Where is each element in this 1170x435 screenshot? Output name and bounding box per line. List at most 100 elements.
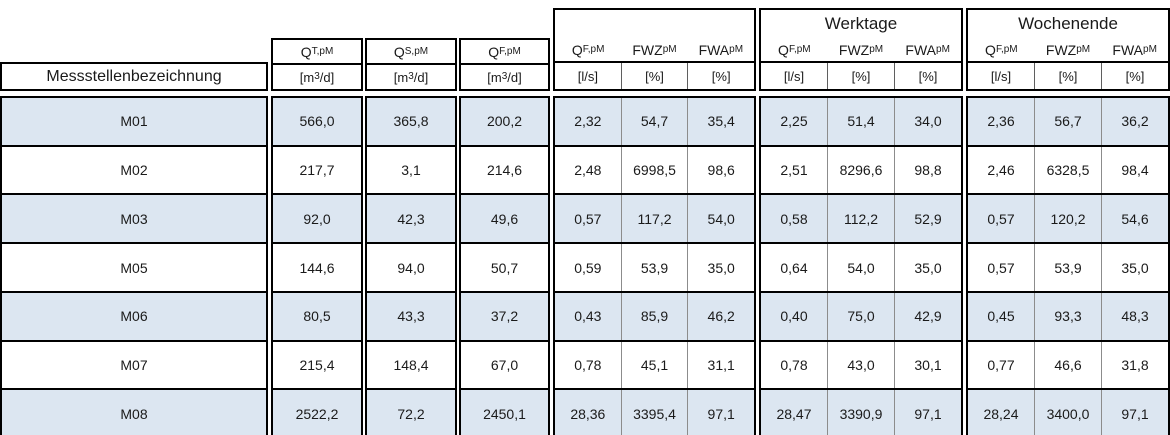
column-unit: [l/s] [577,68,598,84]
data-cell: 54,7 [620,98,688,145]
group-title: Wochenende [1018,14,1118,33]
row-label-column-header: Messstellenbezeichnung [0,62,268,91]
data-cell: 200,2 [486,113,523,130]
table-row: 0,78 43,0 30,1 [761,339,961,389]
table-row: 2,46 6328,5 98,4 [968,144,1168,194]
table-row: 144,6 [273,242,361,291]
data-cell: 217,7 [299,162,335,179]
data-cell: 0,59 [574,259,602,276]
group-column-units: [l/s] [%] [%] [761,63,961,89]
table-row: 3,1 [367,144,455,194]
column-unit: [%] [827,63,894,89]
table-row: 0,45 93,3 48,3 [968,290,1168,340]
column-name: Q F,pM [461,40,548,65]
data-cell: 31,1 [687,341,754,389]
data-cell: 46,2 [687,292,754,340]
data-cell: 2,32 [574,113,602,130]
group-column-names: Q F,pM FWZ pM FWA pM [555,38,754,63]
data-cell: 0,40 [780,308,808,325]
data-cell: 43,0 [827,341,894,389]
table-row: 42,3 [367,193,455,243]
table-row: 28,36 3395,4 97,1 [555,388,754,435]
data-cell: 98,4 [1101,146,1168,194]
data-group-werktage: 2,25 51,4 34,0 2,51 8296,6 98,8 0,58 112… [759,96,963,435]
row-label: M02 [120,162,148,179]
column-unit: [m 3/d] [299,69,335,85]
data-cell: 0,43 [574,308,602,325]
data-cell: 2,36 [987,113,1015,130]
data-cell: 54,6 [1101,195,1168,243]
data-cell: 0,78 [574,356,602,373]
data-cell: 34,0 [894,98,961,145]
table-row: 2,36 56,7 36,2 [968,98,1168,145]
data-cell: 0,57 [987,259,1015,276]
group-column-units: [l/s] [%] [%] [555,63,754,89]
row-label: M01 [120,113,148,130]
data-cell: 43,3 [397,308,425,325]
data-cell: 80,5 [303,308,331,325]
data-cell: 3,1 [401,162,421,179]
column-unit: [%] [687,63,754,89]
table-row: 0,58 112,2 52,9 [761,193,961,243]
data-cell: 566,0 [299,113,335,130]
column-name: FWZ pM [838,41,884,58]
data-cell: 42,9 [894,292,961,340]
table-row: 0,43 85,9 46,2 [555,290,754,340]
column-unit: [m 3/d] [487,69,522,85]
column-unit: [l/s] [783,68,805,84]
data-cell: 93,3 [1034,292,1101,340]
table-row: 72,2 [367,388,455,435]
data-cell: 112,2 [827,195,894,243]
data-cell: 52,9 [894,195,961,243]
table-row: M01 [2,98,266,145]
column-name: Q S,pM [367,40,455,65]
data-cell: 50,7 [490,259,519,276]
data-cell: 35,0 [894,244,961,291]
data-cell: 49,6 [490,210,519,227]
table-row: 49,6 [461,193,548,243]
group-title [555,10,754,38]
data-cell: 2450,1 [483,405,526,422]
table-row: 92,0 [273,193,361,243]
data-cell: 0,78 [780,356,808,373]
data-cell: 3395,4 [620,390,688,435]
data-cell: 98,8 [894,146,961,194]
group-title: Werktage [824,14,898,33]
row-label: M06 [120,308,148,325]
table-row: 28,24 3400,0 97,1 [968,388,1168,435]
data-cell: 148,4 [393,356,429,373]
table-row: 200,2 [461,98,548,145]
data-cell: 2,46 [987,162,1015,179]
column-group-werktage: Werktage Q F,pM FWZ pM FWA pM [l/s] [%] [%] [759,8,963,91]
column-unit: [%] [620,63,688,89]
table-row: 0,57 120,2 54,6 [968,193,1168,243]
column-name: FWA pM [1112,41,1157,58]
data-cell: 0,57 [574,210,602,227]
data-cell: 35,0 [1101,244,1168,291]
table-row: 0,40 75,0 42,9 [761,290,961,340]
data-cell: 365,8 [393,113,429,130]
data-cell: 2,48 [574,162,602,179]
column-name: Q F,pM [985,41,1018,58]
data-cell: 46,6 [1034,341,1101,389]
data-cell: 31,8 [1101,341,1168,389]
column-unit: [l/s] [990,68,1012,84]
table-row: 215,4 [273,339,361,389]
data-cell: 85,9 [620,292,688,340]
row-label: M08 [120,405,148,422]
data-cell: 0,45 [987,308,1015,325]
table-row: 217,7 [273,144,361,194]
data-cell: 30,1 [894,341,961,389]
table-row: 2,48 6998,5 98,6 [555,144,754,194]
table-row: M05 [2,242,266,291]
data-column-qf-pm: 200,2 214,6 49,6 50,7 37,2 67,0 2450,1 [459,96,550,435]
data-group-total: 2,32 54,7 35,4 2,48 6998,5 98,6 0,57 117… [553,96,756,435]
data-cell: 54,0 [687,195,754,243]
data-cell: 0,77 [987,356,1015,373]
data-cell: 8296,6 [827,146,894,194]
row-label-header-text: Messstellenbezeichnung [46,67,222,85]
column-name: Q F,pM [778,41,811,58]
table-row: 0,64 54,0 35,0 [761,242,961,291]
table-row: 365,8 [367,98,455,145]
